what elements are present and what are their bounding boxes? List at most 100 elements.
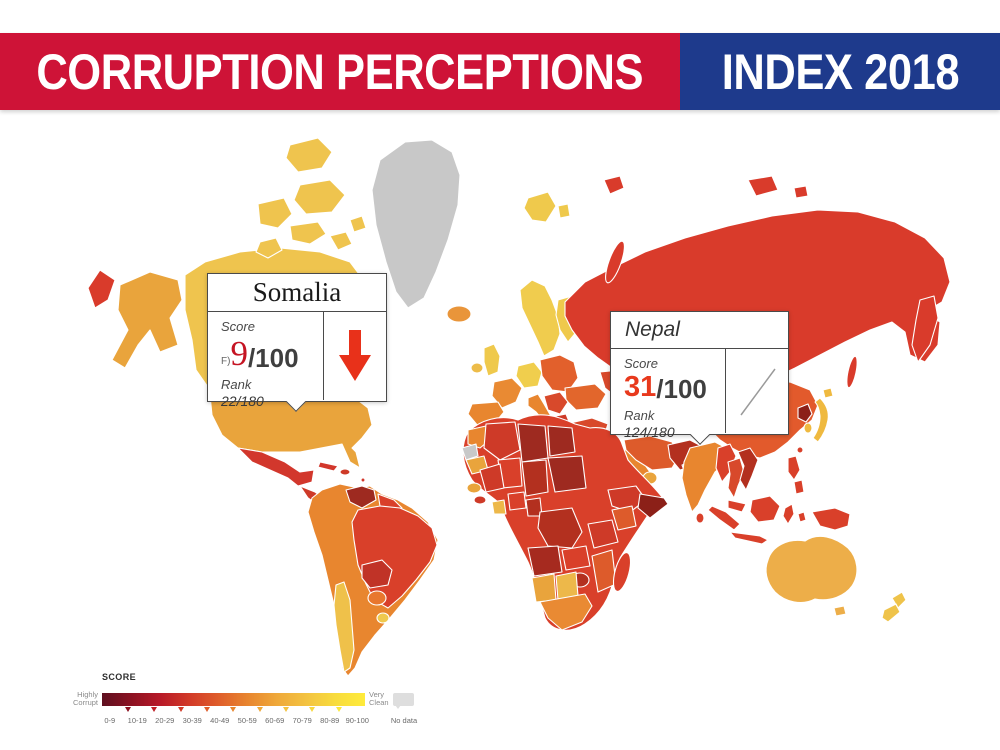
region-central-europe[interactable] — [515, 361, 543, 389]
region-algeria[interactable] — [483, 421, 521, 461]
tooltip-nepal: Nepal Score 31/100 Rank 124/180 — [610, 311, 789, 445]
region-mexico[interactable] — [237, 447, 315, 487]
region-uruguay[interactable] — [376, 612, 390, 624]
region-uk[interactable] — [483, 343, 501, 377]
region-russia-arctic-islands[interactable] — [603, 175, 809, 199]
region-greenland[interactable] — [371, 139, 461, 309]
region-western-sahara[interactable] — [461, 443, 479, 461]
legend-tick — [257, 707, 263, 712]
region-chukotka[interactable] — [87, 269, 116, 309]
score-number: 31 — [624, 371, 657, 403]
legend-tick — [204, 707, 210, 712]
region-papua-new-guinea[interactable] — [811, 507, 851, 531]
region-novaya-zemlya[interactable] — [602, 239, 628, 284]
region-eastern-europe[interactable] — [539, 354, 579, 393]
region-libya[interactable] — [517, 423, 549, 463]
region-svalbard[interactable] — [523, 191, 571, 223]
banner-title-left: CORRUPTION PERCEPTIONS — [36, 43, 644, 100]
legend-left-label: Highly Corrupt — [72, 690, 98, 707]
region-somalia[interactable] — [637, 493, 669, 519]
region-egypt[interactable] — [547, 425, 576, 457]
legend-tick — [309, 707, 315, 712]
region-north-korea[interactable] — [797, 403, 813, 423]
region-guinea[interactable] — [473, 495, 487, 505]
legend-tick — [178, 707, 184, 712]
tooltip-somalia: Somalia Score F) 9/100 Rank 22/180 — [207, 273, 387, 412]
region-nigeria[interactable] — [507, 491, 527, 511]
region-japan[interactable] — [812, 387, 834, 443]
region-senegal[interactable] — [466, 482, 482, 494]
region-ukraine[interactable] — [564, 383, 607, 411]
region-kamchatka[interactable] — [911, 295, 939, 363]
tooltip-country-name: Nepal — [611, 312, 788, 349]
region-antilles[interactable] — [360, 477, 366, 483]
region-malaysia[interactable] — [727, 499, 747, 513]
region-angola[interactable] — [527, 545, 563, 577]
region-iceland[interactable] — [446, 305, 472, 323]
rank-value: 22/180 — [221, 393, 264, 409]
region-venezuela[interactable] — [345, 485, 377, 509]
legend-tick — [230, 707, 236, 712]
region-indonesia[interactable] — [707, 495, 807, 545]
region-hispaniola[interactable] — [339, 468, 351, 476]
score-label: Score — [221, 319, 255, 334]
region-new-zealand[interactable] — [881, 591, 907, 623]
region-mali[interactable] — [479, 463, 505, 493]
region-arctic-islands[interactable] — [255, 137, 367, 259]
score-number: 9 — [230, 334, 248, 373]
region-sri-lanka[interactable] — [695, 512, 705, 524]
score-denominator: /100 — [656, 374, 707, 404]
region-chile[interactable] — [333, 581, 355, 673]
region-chad[interactable] — [521, 459, 549, 497]
region-scandinavia[interactable] — [519, 279, 561, 357]
region-france[interactable] — [491, 377, 523, 409]
region-iran[interactable] — [623, 435, 681, 471]
legend-tick — [283, 707, 289, 712]
region-sakhalin[interactable] — [845, 355, 859, 389]
legend-tick — [336, 707, 342, 712]
score-value-row: F) 9/100 — [221, 336, 323, 371]
score-value-row: 31/100 — [624, 371, 725, 404]
region-taiwan[interactable] — [796, 446, 804, 454]
score-prefix: F) — [221, 356, 231, 367]
rank-label: Rank — [624, 408, 655, 423]
banner-left: CORRUPTION PERCEPTIONS — [0, 33, 680, 110]
banner-title-right: INDEX 2018 — [721, 43, 959, 100]
rank-label: Rank — [221, 377, 252, 392]
region-cuba[interactable] — [317, 461, 339, 472]
region-philippines[interactable] — [787, 455, 805, 495]
region-kenya[interactable] — [611, 505, 637, 531]
region-sudan[interactable] — [547, 455, 587, 493]
region-balkans[interactable] — [543, 391, 569, 415]
legend-no-data-swatch — [393, 693, 414, 706]
title-banner: CORRUPTION PERCEPTIONS INDEX 2018 — [0, 33, 1000, 110]
region-south-africa[interactable] — [539, 593, 593, 631]
region-namibia[interactable] — [531, 573, 557, 603]
rank-value: 124/180 — [624, 424, 675, 440]
region-thailand[interactable] — [727, 457, 745, 499]
legend-tick-labels: 0-9 10-19 20-29 30-39 40-49 50-59 60-69 70-7… — [104, 716, 369, 725]
region-bolivia[interactable] — [361, 559, 393, 589]
region-alaska[interactable] — [111, 271, 183, 369]
region-ireland[interactable] — [470, 362, 484, 374]
region-australia[interactable] — [765, 535, 858, 617]
legend-tick — [151, 707, 157, 712]
region-zambia[interactable] — [561, 545, 591, 571]
legend-no-data-tail — [395, 705, 401, 709]
region-south-korea[interactable] — [803, 422, 813, 434]
region-paraguay[interactable] — [367, 590, 387, 606]
legend-right-label: Very Clean — [369, 690, 389, 707]
trend-down-arrow-icon — [339, 330, 371, 381]
tooltip-country-name: Somalia — [208, 274, 386, 312]
region-tanzania[interactable] — [587, 519, 619, 549]
region-madagascar[interactable] — [610, 551, 634, 593]
legend-no-data-label: No data — [390, 716, 418, 725]
legend-gradient-bar — [102, 693, 365, 706]
region-ghana[interactable] — [491, 499, 507, 515]
score-label: Score — [624, 356, 658, 371]
legend-tick — [125, 707, 131, 712]
region-indochina[interactable] — [737, 447, 759, 491]
